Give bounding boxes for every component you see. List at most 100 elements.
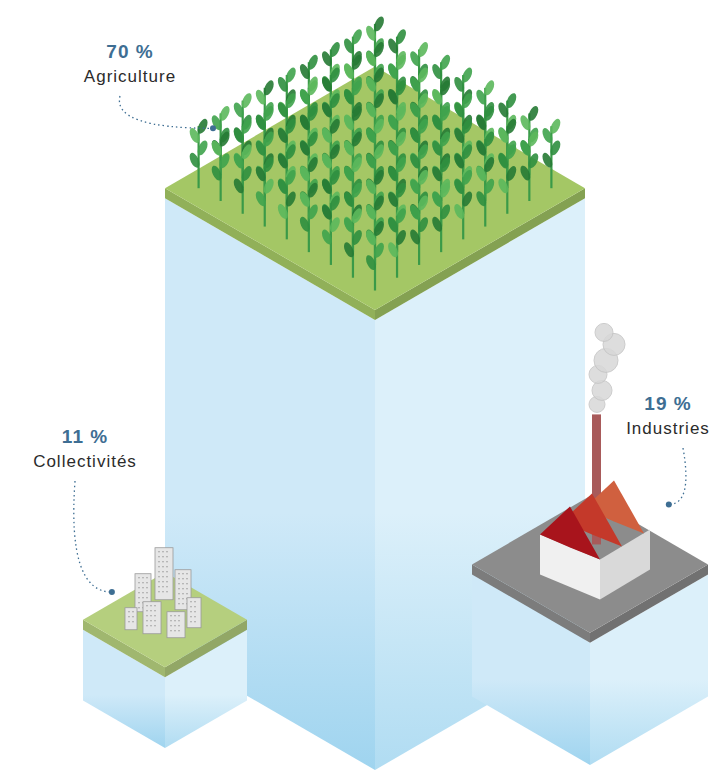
bar: [472, 323, 708, 765]
building-window: [128, 616, 134, 617]
tree: [232, 143, 254, 214]
bar: [83, 548, 247, 748]
tree-leaf: [416, 41, 430, 59]
tree-leaf: [284, 168, 298, 186]
tree-leaf: [504, 92, 518, 110]
building-window: [158, 586, 170, 587]
tree-leaf: [394, 130, 408, 148]
building-window: [146, 610, 158, 611]
tree: [276, 143, 298, 214]
tree-leaf: [438, 156, 452, 174]
tree-leaf: [240, 143, 254, 161]
tree-leaf: [394, 207, 408, 225]
tree: [298, 53, 320, 124]
building-window: [178, 598, 188, 599]
category-label: Collectivités: [33, 452, 137, 471]
leader-line: [669, 448, 686, 504]
factory: [540, 323, 650, 599]
tree: [320, 143, 342, 214]
tree: [364, 92, 386, 163]
building-window: [158, 551, 170, 552]
tree-leaf: [284, 66, 298, 84]
tree: [474, 79, 496, 150]
tree-leaf: [482, 156, 496, 174]
tree-leaf: [284, 143, 298, 161]
building-window: [190, 611, 198, 612]
leader-dot: [666, 501, 672, 507]
data-label: 11 %: [62, 426, 108, 447]
category-label: Industries: [626, 419, 710, 438]
tree-leaf: [394, 104, 408, 122]
tree: [342, 156, 364, 227]
tree: [452, 168, 474, 239]
tree-leaf: [306, 130, 320, 148]
building-window: [178, 573, 188, 574]
tree-leaf: [262, 104, 276, 122]
tree: [452, 143, 474, 214]
building-window: [158, 591, 170, 592]
building-window: [138, 597, 148, 598]
tree-leaf: [218, 104, 232, 122]
tree: [254, 79, 276, 150]
building-window: [146, 615, 158, 616]
tree-leaf: [196, 117, 210, 135]
tree-leaf: [372, 41, 386, 59]
tree: [276, 117, 298, 188]
tree-leaf: [350, 28, 364, 46]
tree: [430, 130, 452, 201]
tree-leaf: [262, 130, 276, 148]
tree: [408, 143, 430, 214]
building-window: [138, 587, 148, 588]
data-label: 19 %: [644, 393, 691, 414]
tree: [364, 220, 386, 291]
tree-leaf: [394, 53, 408, 71]
tree-leaf: [482, 104, 496, 122]
tree-leaf: [526, 104, 540, 122]
factory-roof: [540, 506, 600, 559]
tree-leaf: [394, 181, 408, 199]
tree: [496, 92, 518, 163]
building-window: [178, 583, 188, 584]
tree: [430, 53, 452, 124]
smoke: [595, 323, 613, 341]
tree: [298, 181, 320, 252]
city: [125, 548, 201, 638]
tree: [474, 156, 496, 227]
tree: [254, 104, 276, 175]
building-window: [158, 571, 170, 572]
chart: 11 %Collectivités70 %Agriculture19 %Indu…: [0, 0, 718, 780]
tree: [342, 53, 364, 124]
tree-leaf: [372, 143, 386, 161]
tree-leaf: [328, 194, 342, 212]
tree: [342, 207, 364, 278]
tree-leaf: [416, 194, 430, 212]
tree: [364, 117, 386, 188]
tree: [496, 143, 518, 214]
building-window: [146, 620, 158, 621]
building: [125, 608, 137, 630]
building-window: [178, 578, 188, 579]
tree: [408, 92, 430, 163]
tree-leaf: [218, 130, 232, 148]
tree-leaf: [328, 41, 342, 59]
tree-leaf: [284, 117, 298, 135]
building-window: [128, 611, 134, 612]
tree: [276, 92, 298, 163]
tree-leaf: [372, 117, 386, 135]
tree-leaf: [372, 168, 386, 186]
tree-leaf: [460, 143, 474, 161]
tree: [342, 130, 364, 201]
tree: [364, 143, 386, 214]
tree-leaf: [394, 156, 408, 174]
tree: [364, 194, 386, 265]
tree: [386, 79, 408, 150]
tree-leaf: [416, 168, 430, 186]
tree: [232, 117, 254, 188]
tree: [254, 130, 276, 201]
building-window: [138, 582, 148, 583]
tree: [342, 79, 364, 150]
building-window: [158, 566, 170, 567]
tree: [408, 117, 430, 188]
building-window: [170, 615, 182, 616]
tree-leaf: [328, 143, 342, 161]
